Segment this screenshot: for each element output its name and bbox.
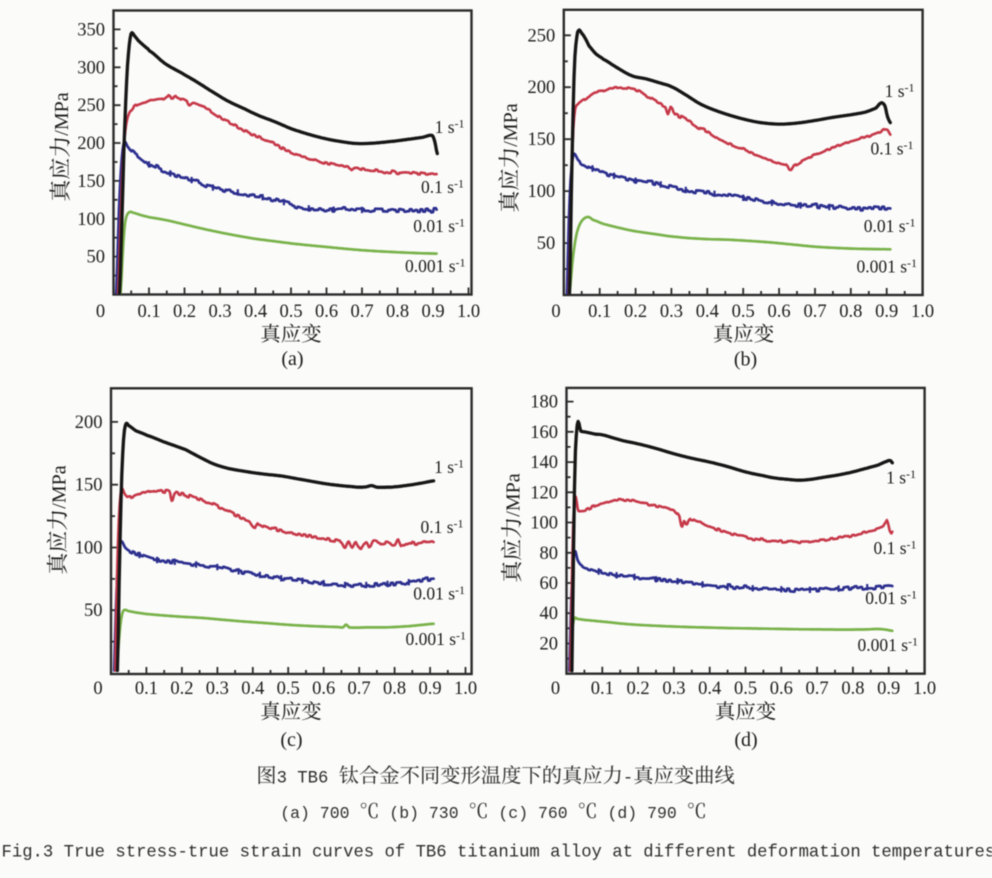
svg-text:0.5: 0.5 bbox=[732, 302, 755, 322]
svg-text:0.3: 0.3 bbox=[208, 302, 231, 322]
svg-text:(a): (a) bbox=[281, 348, 303, 370]
svg-text:200: 200 bbox=[528, 78, 556, 98]
svg-text:0.1 s-1: 0.1 s-1 bbox=[420, 517, 463, 538]
svg-text:1.0: 1.0 bbox=[913, 679, 936, 699]
svg-text:-: - bbox=[623, 770, 633, 789]
svg-text:0.001 s-1: 0.001 s-1 bbox=[857, 635, 918, 656]
svg-text:0.5: 0.5 bbox=[279, 302, 302, 322]
svg-text:0.4: 0.4 bbox=[698, 679, 721, 699]
svg-text:0.6: 0.6 bbox=[312, 679, 335, 699]
svg-text:0.8: 0.8 bbox=[383, 679, 406, 699]
svg-text:160: 160 bbox=[530, 423, 558, 443]
svg-text:/MPa: /MPa bbox=[48, 465, 70, 508]
svg-text:50: 50 bbox=[537, 234, 556, 254]
svg-text:Fig.3 True stress-true strain: Fig.3 True stress-true strain curves of … bbox=[2, 844, 992, 863]
svg-text:0.4: 0.4 bbox=[696, 302, 719, 322]
svg-text:0.9: 0.9 bbox=[875, 302, 898, 322]
svg-text:0.4: 0.4 bbox=[244, 302, 267, 322]
svg-text:0.9: 0.9 bbox=[419, 679, 442, 699]
svg-text:0.7: 0.7 bbox=[350, 302, 373, 322]
svg-text:0.001 s-1: 0.001 s-1 bbox=[856, 256, 917, 277]
svg-text:1.0: 1.0 bbox=[911, 302, 934, 322]
svg-text:60: 60 bbox=[540, 574, 559, 594]
svg-text:0.2: 0.2 bbox=[624, 302, 647, 322]
svg-text:150: 150 bbox=[77, 172, 105, 192]
svg-text:250: 250 bbox=[528, 26, 556, 46]
svg-text:100: 100 bbox=[530, 514, 558, 534]
svg-text:0.01 s-1: 0.01 s-1 bbox=[864, 215, 916, 236]
svg-text:0.01 s-1: 0.01 s-1 bbox=[413, 216, 465, 237]
svg-text:0: 0 bbox=[96, 302, 105, 322]
svg-text:(d): (d) bbox=[734, 729, 757, 751]
svg-text:80: 80 bbox=[540, 544, 559, 564]
svg-text:300: 300 bbox=[77, 58, 105, 78]
svg-text:0.01 s-1: 0.01 s-1 bbox=[413, 583, 465, 604]
svg-text:(b): (b) bbox=[734, 349, 757, 371]
svg-text:0.1: 0.1 bbox=[137, 302, 160, 322]
svg-text:0.4: 0.4 bbox=[241, 679, 264, 699]
svg-text:0.8: 0.8 bbox=[841, 679, 864, 699]
svg-text:0.9: 0.9 bbox=[877, 679, 900, 699]
svg-text:0.9: 0.9 bbox=[421, 302, 444, 322]
svg-text:0.1 s-1: 0.1 s-1 bbox=[421, 177, 464, 198]
svg-text:150: 150 bbox=[528, 130, 556, 150]
svg-text:20: 20 bbox=[540, 635, 559, 655]
svg-text:100: 100 bbox=[528, 182, 556, 202]
svg-text:0: 0 bbox=[551, 302, 560, 322]
svg-text:0.8: 0.8 bbox=[839, 302, 862, 322]
svg-text:/MPa: /MPa bbox=[500, 103, 522, 146]
svg-text:250: 250 bbox=[77, 96, 105, 116]
svg-text:(a) 700: (a) 700 bbox=[280, 804, 349, 823]
svg-text:0.2: 0.2 bbox=[170, 679, 193, 699]
svg-text:(d) 790: (d) 790 bbox=[608, 804, 677, 823]
svg-text:1.0: 1.0 bbox=[457, 302, 480, 322]
svg-text:0.1: 0.1 bbox=[588, 302, 611, 322]
svg-text:0.2: 0.2 bbox=[627, 679, 650, 699]
svg-text:/MPa: /MPa bbox=[51, 92, 73, 135]
svg-text:0.1: 0.1 bbox=[135, 679, 158, 699]
svg-text:0: 0 bbox=[93, 679, 102, 699]
svg-text:3 TB6: 3 TB6 bbox=[277, 770, 329, 789]
svg-text:50: 50 bbox=[87, 248, 106, 268]
svg-text:200: 200 bbox=[75, 413, 103, 433]
svg-text:0.1 s-1: 0.1 s-1 bbox=[870, 138, 913, 159]
svg-text:/MPa: /MPa bbox=[503, 473, 525, 516]
svg-text:0: 0 bbox=[551, 679, 560, 699]
svg-text:0.6: 0.6 bbox=[770, 679, 793, 699]
svg-text:0.5: 0.5 bbox=[734, 679, 757, 699]
svg-text:50: 50 bbox=[84, 601, 103, 621]
svg-text:0.1 s-1: 0.1 s-1 bbox=[873, 538, 916, 559]
svg-text:0.8: 0.8 bbox=[386, 302, 409, 322]
svg-text:350: 350 bbox=[77, 20, 105, 40]
svg-text:0.1: 0.1 bbox=[591, 679, 614, 699]
svg-text:140: 140 bbox=[530, 453, 558, 473]
svg-text:0.6: 0.6 bbox=[315, 302, 338, 322]
svg-text:0.5: 0.5 bbox=[277, 679, 300, 699]
svg-text:0.3: 0.3 bbox=[206, 679, 229, 699]
svg-text:100: 100 bbox=[75, 539, 103, 559]
svg-text:0.01 s-1: 0.01 s-1 bbox=[865, 588, 917, 609]
svg-text:1.0: 1.0 bbox=[454, 679, 477, 699]
svg-text:180: 180 bbox=[530, 393, 558, 413]
svg-text:40: 40 bbox=[540, 604, 559, 624]
svg-text:0.7: 0.7 bbox=[806, 679, 829, 699]
svg-text:0.7: 0.7 bbox=[803, 302, 826, 322]
svg-text:0.3: 0.3 bbox=[660, 302, 683, 322]
svg-text:100: 100 bbox=[77, 210, 105, 230]
svg-text:0.7: 0.7 bbox=[348, 679, 371, 699]
svg-text:0.2: 0.2 bbox=[173, 302, 196, 322]
svg-text:0.3: 0.3 bbox=[662, 679, 685, 699]
svg-text:0.6: 0.6 bbox=[768, 302, 791, 322]
svg-text:(c): (c) bbox=[280, 729, 302, 751]
svg-text:120: 120 bbox=[530, 483, 558, 503]
svg-text:150: 150 bbox=[75, 476, 103, 496]
svg-text:0.001 s-1: 0.001 s-1 bbox=[405, 628, 466, 649]
svg-text:(c) 760: (c) 760 bbox=[498, 804, 567, 823]
svg-text:(b) 730: (b) 730 bbox=[389, 804, 458, 823]
svg-text:200: 200 bbox=[77, 134, 105, 154]
svg-text:0.001 s-1: 0.001 s-1 bbox=[405, 256, 466, 277]
